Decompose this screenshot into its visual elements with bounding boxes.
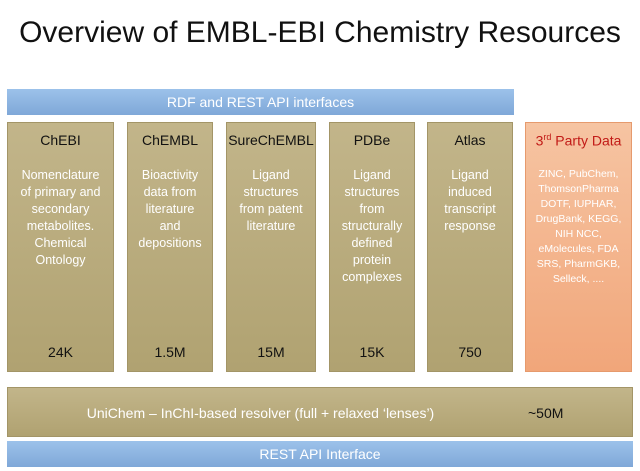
- resource-count: 750: [458, 344, 482, 360]
- resource-box-pdbe: PDBe Ligand structures from structurally…: [329, 122, 415, 372]
- page-title: Overview of EMBL-EBI Chemistry Resources: [19, 16, 621, 49]
- third-party-source-list: ZINC, PubChem, ThomsonPharma DOTF, IUPHA…: [535, 168, 622, 285]
- resource-box-chembl: ChEMBL Bioactivity data from literature …: [127, 122, 213, 372]
- resource-name: PDBe: [353, 132, 391, 148]
- resource-description: Nomenclature of primary and secondary me…: [20, 168, 101, 267]
- resource-description: Bioactivity data from literature and dep…: [138, 168, 202, 250]
- resource-count: 15M: [257, 344, 285, 360]
- rdf-rest-api-bar: RDF and REST API interfaces: [7, 89, 514, 115]
- unichem-resolver-bar: UniChem – InChI-based resolver (full + r…: [7, 387, 633, 437]
- resource-count: 24K: [48, 344, 73, 360]
- resource-box-surechembl: SureChEMBL Ligand structures from patent…: [226, 122, 316, 372]
- unichem-label: UniChem – InChI-based resolver (full + r…: [86, 405, 435, 421]
- resource-box-atlas: Atlas Ligand induced transcript response…: [427, 122, 513, 372]
- resource-count: 1.5M: [154, 344, 186, 360]
- third-party-title: 3rd Party Data: [535, 132, 622, 149]
- resource-name: Atlas: [454, 132, 486, 148]
- resource-box-chebi: ChEBI Nomenclature of primary and second…: [7, 122, 114, 372]
- resource-name: ChEBI: [40, 132, 81, 148]
- unichem-count: ~50M: [528, 405, 564, 421]
- resource-count: 15K: [359, 344, 385, 360]
- resource-description: Ligand structures from structurally defi…: [341, 168, 403, 284]
- rest-api-interface-bar: REST API Interface: [7, 441, 633, 467]
- resource-name: ChEMBL: [141, 132, 199, 148]
- resource-description: Ligand structures from patent literature: [239, 168, 303, 233]
- resource-name: SureChEMBL: [228, 132, 314, 148]
- resource-description: Ligand induced transcript response: [444, 168, 496, 233]
- third-party-data-box: 3rd Party Data ZINC, PubChem, ThomsonPha…: [525, 122, 632, 372]
